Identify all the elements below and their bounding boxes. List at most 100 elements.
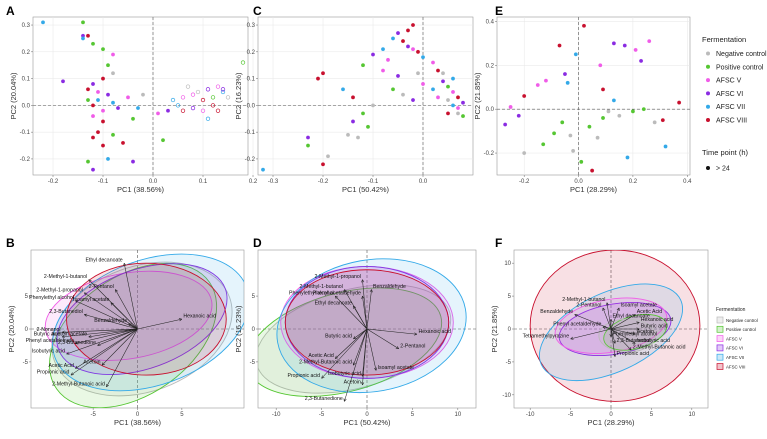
data-point-afsc-vi	[371, 52, 375, 57]
panel-b: -5 0 5 -5 0 5 PC1 (38.56%) PC2 (20.04%) Ethyl de…	[7, 249, 245, 427]
data-point-afsc-viii	[436, 68, 440, 73]
vector-label: Phenyl acetaldehyde	[313, 291, 361, 297]
loading-arrowhead	[115, 289, 118, 293]
x-axis-title: PC1 (28.29%)	[587, 418, 635, 427]
data-point-afsc-vii	[96, 98, 100, 102]
data-point-positive-control	[361, 111, 365, 116]
vector-label: Hexanoic acid	[641, 317, 674, 323]
data-point-afsc-viii	[200, 97, 206, 103]
y-axis-title: PC2 (16.23%)	[234, 72, 243, 120]
data-point-afsc-viii	[590, 168, 595, 173]
x-axis-title: PC1 (50.42%)	[343, 418, 391, 427]
data-point-afsc-v	[101, 108, 105, 113]
data-point-afsc-v	[436, 95, 440, 100]
legend-label-afsc-vii: AFSC VII	[716, 104, 745, 111]
data-point-afsc-vi	[131, 159, 135, 164]
vector-label: Benzaldehyde	[94, 318, 127, 324]
loading-vector	[362, 279, 368, 330]
x-axis-title: PC1 (28.29%)	[570, 185, 618, 194]
y-tick-label: 0.0	[486, 107, 495, 113]
data-point-positive-control	[446, 84, 450, 89]
vector-label: Hexanoic acid	[183, 314, 216, 320]
vector-label: Ethyl decanoate	[315, 300, 352, 306]
loading-vector	[106, 328, 138, 388]
data-point-negative-control	[595, 135, 600, 140]
loading-arrowhead	[88, 279, 92, 283]
loading-arrowhead	[334, 295, 339, 300]
plot-frame	[257, 16, 474, 176]
legend-bottom-swatch-afsc-vi	[716, 344, 724, 352]
data-point-positive-control	[306, 143, 310, 148]
data-point-positive-control	[161, 138, 165, 143]
data-point-positive-control	[631, 109, 635, 114]
loading-arrowhead	[414, 332, 418, 336]
loading-vector	[602, 307, 612, 330]
y-tick-label: -0.2	[20, 157, 31, 163]
loading-arrowhead	[88, 334, 92, 339]
data-point-afsc-v	[215, 84, 221, 89]
legend-bottom-label-negative-control: Negative control	[726, 318, 758, 323]
data-point-afsc-vi	[639, 58, 643, 63]
loading-vector	[610, 322, 640, 330]
loading-arrowhead	[97, 343, 101, 346]
confidence-ellipse-afsc-v	[44, 270, 213, 361]
y-tick-label: -5	[250, 360, 256, 366]
vector-label: Propionic acid	[617, 351, 650, 357]
data-point-afsc-vi	[166, 108, 170, 113]
x-tick-label: -5	[319, 412, 325, 418]
confidence-ellipse-afsc-viii	[284, 269, 450, 376]
data-point-afsc-vi	[611, 41, 616, 46]
x-tick-label: 0.4	[683, 179, 692, 185]
data-point-afsc-vii	[261, 167, 265, 172]
vector-label: 2-Methyl-Butanoic acid	[633, 345, 686, 351]
vector-label: 2-Methyl-Butanoic acid	[299, 360, 352, 366]
data-point-afsc-v	[633, 48, 638, 52]
vector-label: Acetic Acid	[637, 309, 662, 315]
loading-vector	[70, 328, 138, 376]
data-point-negative-control	[225, 95, 231, 100]
data-point-negative-control	[456, 111, 460, 116]
vector-label: Isoamyl acetate	[621, 302, 657, 308]
loading-vector	[353, 305, 368, 330]
data-point-afsc-viii	[321, 162, 325, 167]
loading-arrowhead	[605, 302, 609, 306]
data-point-afsc-v	[126, 95, 130, 100]
loading-arrowhead	[334, 355, 339, 359]
x-tick-label: 5	[180, 412, 184, 418]
data-point-afsc-vii	[41, 20, 45, 25]
legend-bottom-title: Fermentation	[716, 307, 746, 313]
y-tick-label: -0.1	[20, 130, 31, 136]
data-point-afsc-vii	[625, 155, 630, 160]
x-tick-label: 0.1	[199, 179, 208, 185]
loading-arrowhead	[344, 289, 347, 293]
loading-arrowhead	[128, 323, 132, 327]
loading-vector	[110, 302, 138, 330]
loading-vector	[123, 263, 138, 330]
loading-vector	[570, 328, 612, 340]
data-point-positive-control	[641, 107, 646, 112]
data-point-positive-control	[240, 60, 246, 65]
vector-label: Ethyl decanoate	[613, 314, 650, 320]
vector-label: Isoamyl acetate	[73, 297, 109, 303]
y-tick-label: 0.2	[247, 50, 256, 56]
data-point-negative-control	[195, 89, 201, 95]
data-point-negative-control	[441, 71, 445, 76]
loading-vector	[610, 328, 616, 357]
data-point-afsc-viii	[96, 130, 100, 135]
data-point-afsc-vii	[106, 157, 110, 161]
data-point-afsc-v	[431, 60, 435, 65]
data-point-afsc-v	[386, 57, 390, 62]
loading-vector	[84, 314, 138, 330]
data-point-afsc-vi	[190, 105, 196, 111]
y-axis-title: PC2 (16.23%)	[234, 305, 243, 353]
data-point-afsc-viii	[121, 140, 125, 145]
data-point-negative-control	[111, 71, 115, 76]
data-point-positive-control	[587, 124, 592, 129]
data-point-afsc-vi	[220, 87, 226, 92]
data-point-afsc-vii	[451, 76, 455, 81]
vector-label: Isoamyl acetate	[378, 365, 414, 371]
data-point-afsc-viii	[660, 118, 665, 123]
vector-label: 2-Nonanol	[37, 327, 61, 333]
vector-label: 2-Pentanol	[576, 302, 601, 308]
vector-label: Isobutyric acid	[637, 338, 670, 344]
